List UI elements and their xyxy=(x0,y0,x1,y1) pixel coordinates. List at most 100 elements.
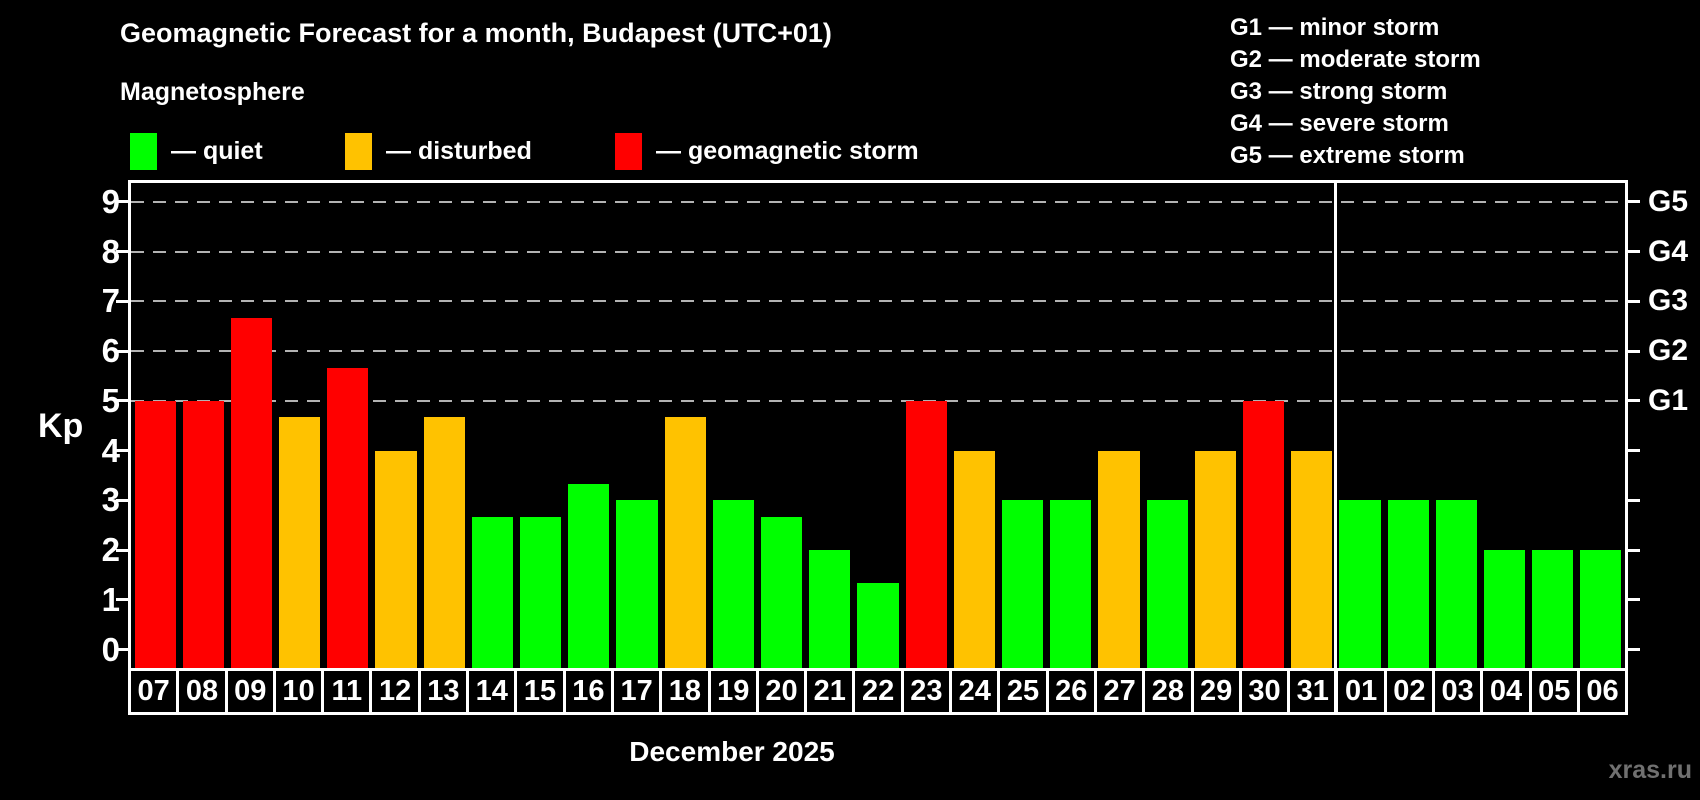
y-tick-label-2: 2 xyxy=(101,531,120,569)
bar-27-disturbed xyxy=(1098,450,1140,668)
y-tick-label-7: 7 xyxy=(101,282,120,320)
y-tick-label-4: 4 xyxy=(101,431,120,469)
bar-26-quiet xyxy=(1050,500,1092,668)
bar-16-quiet xyxy=(568,483,610,668)
date-cell-07: 07 xyxy=(131,671,180,712)
date-cell-02: 02 xyxy=(1387,671,1436,712)
legend-item-disturbed: — disturbed xyxy=(345,131,532,171)
date-cell-14: 14 xyxy=(469,671,518,712)
date-cell-23: 23 xyxy=(904,671,953,712)
g-scale-label-g3: G3 xyxy=(1648,284,1689,318)
date-cell-31: 31 xyxy=(1290,671,1339,712)
date-cell-20: 20 xyxy=(759,671,808,712)
storm-scale-item-g2: G2 — moderate storm xyxy=(1230,46,1481,73)
bar-15-quiet xyxy=(520,516,562,668)
legend-item-quiet: — quiet xyxy=(130,131,263,171)
storm-scale-item-g1: G1 — minor storm xyxy=(1230,14,1440,41)
left-tick-kp6 xyxy=(116,349,128,353)
bar-09-storm xyxy=(230,317,273,668)
bar-31-disturbed xyxy=(1291,450,1333,668)
month-label: December 2025 xyxy=(629,736,835,767)
y-tick-label-9: 9 xyxy=(101,182,120,220)
bar-02-quiet xyxy=(1387,500,1429,668)
bar-14-quiet xyxy=(471,516,514,668)
magnetosphere-label: Magnetosphere xyxy=(120,78,305,106)
date-cell-13: 13 xyxy=(421,671,470,712)
disturbed-color-swatch xyxy=(345,132,372,170)
bar-13-disturbed xyxy=(423,417,465,668)
gridline-kp6 xyxy=(131,350,1625,353)
right-tick-kp0 xyxy=(1628,648,1640,652)
gridline-kp5 xyxy=(131,399,1625,402)
bar-18-disturbed xyxy=(664,417,706,668)
right-tick-kp6 xyxy=(1628,349,1640,353)
date-cell-12: 12 xyxy=(372,671,421,712)
date-axis: 07 08 09 10 11 12 13 14 15 16 17 18 19 20 21 22 23 24 25 26… xyxy=(128,668,1628,715)
date-cell-29: 29 xyxy=(1194,671,1242,712)
date-cell-15: 15 xyxy=(517,671,566,712)
date-cell-06: 06 xyxy=(1586,675,1619,707)
gridline-kp9 xyxy=(131,200,1625,203)
storm-scale-item-g4: G4 — severe storm xyxy=(1230,110,1449,137)
bar-29-disturbed xyxy=(1194,450,1236,668)
date-cell-18: 18 xyxy=(662,671,711,712)
right-tick-kp8 xyxy=(1628,250,1640,254)
date-cell-27: 27 xyxy=(1097,671,1146,712)
plot-inner xyxy=(131,183,1625,668)
left-tick-kp7 xyxy=(116,299,128,303)
bar-21-quiet xyxy=(809,550,851,668)
date-cell-01: 01 xyxy=(1338,671,1387,712)
date-cell-28: 28 xyxy=(1145,671,1194,712)
bar-20-quiet xyxy=(761,516,803,668)
bar-05-quiet xyxy=(1532,550,1574,668)
left-tick-kp8 xyxy=(116,250,128,254)
left-tick-kp5 xyxy=(116,399,128,403)
right-tick-kp2 xyxy=(1628,548,1640,552)
date-cell-10: 10 xyxy=(276,671,325,712)
y-tick-label-1: 1 xyxy=(101,580,120,618)
y-tick-label-5: 5 xyxy=(101,381,120,419)
g-scale-label-g4: G4 xyxy=(1648,234,1689,268)
kp-legend: — quiet — disturbed — geomagnetic storm xyxy=(0,131,1700,171)
legend-item-label: — quiet xyxy=(171,136,263,165)
y-tick-label-6: 6 xyxy=(101,332,120,370)
bar-03-quiet xyxy=(1435,500,1477,668)
bar-08-storm xyxy=(182,400,224,668)
date-cell-08: 08 xyxy=(179,671,228,712)
date-cell-11: 11 xyxy=(324,671,373,712)
y-tick-label-3: 3 xyxy=(101,481,120,519)
right-tick-kp1 xyxy=(1628,598,1640,602)
bar-23-storm xyxy=(905,400,947,668)
bar-04-quiet xyxy=(1483,550,1526,668)
storm-color-swatch xyxy=(615,132,642,170)
storm-scale-item-g5: G5 — extreme storm xyxy=(1230,142,1465,169)
left-tick-kp3 xyxy=(116,498,128,502)
date-cell-17: 17 xyxy=(614,671,663,712)
kp-axis-label: Kp xyxy=(38,407,84,445)
plot-area xyxy=(128,180,1628,671)
date-cell-09: 09 xyxy=(228,671,276,712)
date-cell-03: 03 xyxy=(1435,671,1484,712)
date-cell-05: 05 xyxy=(1532,671,1580,712)
date-cell-16: 16 xyxy=(566,671,614,712)
date-cell-30: 30 xyxy=(1242,671,1291,712)
bar-30-storm xyxy=(1242,400,1285,668)
bar-11-storm xyxy=(327,367,369,668)
y-tick-label-0: 0 xyxy=(101,630,120,668)
storm-scale-legend: G1 — minor storm G2 — moderate storm G3 … xyxy=(1230,12,1481,172)
g-scale-label-g2: G2 xyxy=(1648,334,1689,368)
left-tick-kp9 xyxy=(116,200,128,204)
right-tick-kp4 xyxy=(1628,449,1640,453)
bar-06-quiet xyxy=(1580,550,1622,668)
bar-19-quiet xyxy=(712,500,754,668)
y-tick-label-8: 8 xyxy=(101,232,120,270)
legend-item-label: — geomagnetic storm xyxy=(656,136,919,165)
right-tick-kp7 xyxy=(1628,299,1640,303)
gridline-kp7 xyxy=(131,300,1625,303)
gridline-kp8 xyxy=(131,250,1625,253)
date-cell-04: 04 xyxy=(1483,671,1532,712)
bar-12-disturbed xyxy=(375,450,417,668)
legend-item-storm: — geomagnetic storm xyxy=(615,131,919,171)
chart-title: Geomagnetic Forecast for a month, Budape… xyxy=(120,18,832,48)
